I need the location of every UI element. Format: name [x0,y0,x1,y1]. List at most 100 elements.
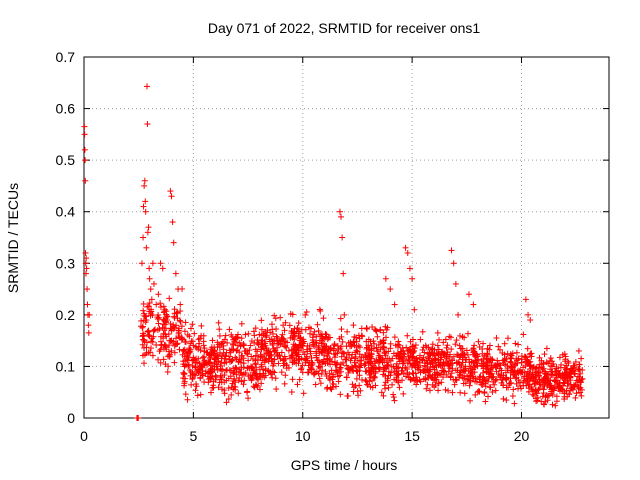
data-point [309,359,316,366]
data-point [245,357,252,364]
data-point [277,355,284,362]
data-point [348,343,355,350]
data-point [448,247,455,254]
data-point [364,381,371,388]
data-point [304,369,311,376]
data-point [258,380,265,387]
data-point [324,384,331,391]
data-point [380,392,387,399]
data-point [247,342,254,349]
data-point [195,336,202,343]
data-point [273,340,280,347]
data-point [259,366,266,373]
data-point [182,391,189,398]
data-point [274,353,281,360]
data-point [258,361,265,368]
data-point [155,356,162,363]
data-point [163,346,170,353]
data-point [313,348,320,355]
data-point [166,337,173,344]
data-point [207,365,214,372]
data-point [280,322,287,329]
data-point [399,377,406,384]
data-point [250,356,257,363]
data-point [170,239,177,246]
data-point [472,375,479,382]
data-point [566,390,573,397]
data-point [217,365,224,372]
data-point [307,325,314,332]
data-point [487,366,494,373]
data-point [530,365,537,372]
data-point [404,332,411,339]
data-point [335,373,342,380]
data-point [486,346,493,353]
data-point [147,349,154,356]
data-point [258,326,265,333]
data-point [513,380,520,387]
data-point [412,342,419,349]
data-point [463,347,470,354]
data-point [227,349,234,356]
data-point [296,330,303,337]
data-point [437,352,444,359]
data-point [575,347,582,354]
data-point [434,372,441,379]
data-point [164,317,171,324]
data-point [330,381,337,388]
data-point [402,244,409,251]
data-point [417,336,424,343]
data-point [370,338,377,345]
data-point [559,382,566,389]
data-point [573,390,580,397]
data-point [383,359,390,366]
data-point [413,381,420,388]
data-point [161,341,168,348]
data-point [310,331,317,338]
data-point [466,382,473,389]
data-point [448,346,455,353]
data-point [273,333,280,340]
data-point [467,365,474,372]
data-point [440,368,447,375]
data-point [567,377,574,384]
data-point [317,331,324,338]
data-point [332,367,339,374]
data-point [81,131,88,138]
data-point [160,321,167,328]
data-point [526,378,533,385]
data-point [157,304,164,311]
data-point [279,335,286,342]
data-point [505,384,512,391]
data-point [269,362,276,369]
data-point [185,362,192,369]
data-point [403,366,410,373]
data-point [319,340,326,347]
data-point [469,369,476,376]
data-point [502,376,509,383]
data-point [145,328,152,335]
data-point [331,340,338,347]
data-point [142,208,149,215]
data-point [375,352,382,359]
data-point [464,330,471,337]
data-point [525,385,532,392]
data-point [281,380,288,387]
data-point [530,374,537,381]
data-point [453,337,460,344]
data-point [351,384,358,391]
data-point [370,368,377,375]
data-point [268,351,275,358]
data-point [411,347,418,354]
data-point [520,331,527,338]
data-point [141,310,148,317]
data-point [532,378,539,385]
data-point [224,339,231,346]
data-point [258,353,265,360]
data-point [146,332,153,339]
data-point [381,349,388,356]
data-point [470,349,477,356]
data-point [547,383,554,390]
data-point [174,309,181,316]
data-point [487,355,494,362]
